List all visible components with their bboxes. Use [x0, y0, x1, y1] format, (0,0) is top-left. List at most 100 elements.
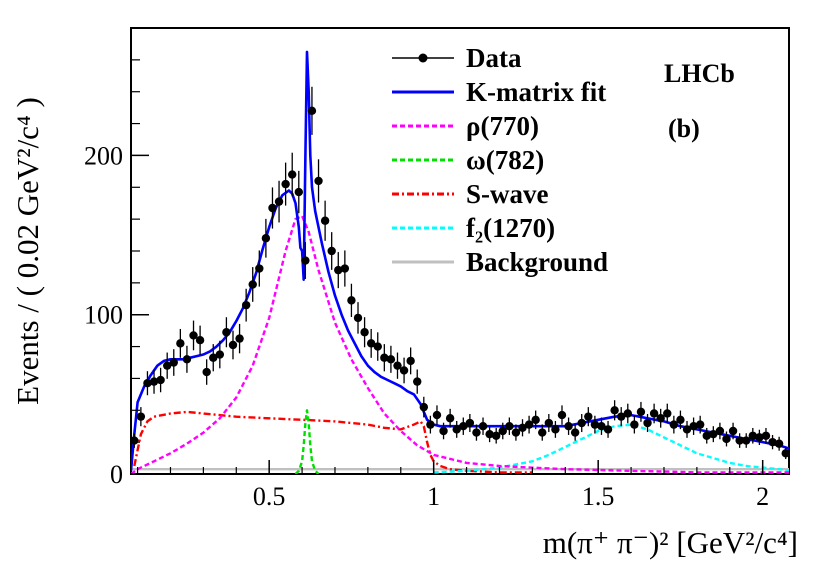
data-point: [307, 106, 317, 116]
x-tick-label: 1.5: [582, 482, 615, 511]
data-point: [689, 422, 698, 431]
legend-swatch-marker: [418, 53, 428, 63]
curves-layer: [131, 50, 789, 474]
data-point: [538, 428, 547, 437]
x-tick-label: 2: [756, 482, 769, 511]
annotation-experiment: LHCb: [664, 59, 735, 88]
y-axis-title: Events / ( 0.02 GeV²/c⁴ ): [10, 97, 45, 405]
data-point: [248, 280, 257, 289]
data-point: [656, 414, 665, 423]
data-point: [551, 425, 560, 434]
x-axis-title: m(π⁺ π⁻)² [GeV²/c⁴]: [543, 525, 798, 560]
data-point: [439, 426, 448, 436]
data-point: [610, 406, 619, 415]
data-point: [189, 331, 198, 340]
x-tick-label: 0.5: [253, 482, 286, 511]
data-point: [222, 328, 231, 337]
data-point: [314, 176, 323, 186]
data-point: [643, 418, 652, 428]
data-point: [676, 415, 685, 425]
data-point: [531, 415, 540, 425]
data-point: [162, 361, 172, 370]
data-point: [649, 409, 659, 418]
legend-label: ω(782): [466, 145, 544, 175]
data-point: [722, 434, 731, 444]
data-point: [742, 436, 751, 445]
data-point: [176, 339, 185, 348]
data-point: [228, 340, 238, 350]
y-tick-label: 100: [84, 301, 123, 330]
data-point: [353, 313, 363, 323]
data-point: [255, 264, 264, 273]
annotation-panel-label: (b): [668, 114, 700, 143]
data-point: [669, 420, 679, 429]
data-point: [360, 328, 369, 337]
data-point: [215, 350, 225, 359]
data-point: [781, 449, 789, 458]
series-line-s-wave: [133, 410, 533, 474]
data-point: [235, 334, 244, 343]
data-point: [366, 339, 376, 348]
data-point: [380, 353, 389, 362]
data-point: [695, 420, 705, 429]
data-point: [241, 300, 251, 310]
data-point: [149, 377, 159, 386]
data-point: [491, 431, 501, 440]
legend-label: S-wave: [466, 179, 549, 209]
series-line-770: [131, 214, 789, 474]
legend-label: K-matrix fit: [466, 77, 606, 107]
legend-label: Data: [466, 43, 522, 73]
data-point: [682, 425, 692, 434]
y-tick-label: 200: [84, 141, 123, 170]
data-point: [472, 428, 481, 437]
data-point: [590, 420, 600, 429]
axes-layer: 0.5 1 1.5 2 0 100 200: [84, 59, 769, 511]
data-point: [419, 402, 429, 412]
data-point: [195, 336, 205, 345]
data-point: [663, 409, 672, 418]
data-point: [281, 179, 290, 189]
data-point: [544, 418, 554, 428]
data-point: [131, 436, 139, 445]
data-point: [386, 355, 396, 364]
data-point: [406, 356, 415, 366]
legend-label: f₂(1270): [466, 213, 555, 243]
data-point: [636, 407, 646, 417]
data-point: [702, 431, 711, 440]
data-point: [570, 428, 580, 437]
data-point: [136, 412, 146, 421]
legend-item-770: ρ(770): [392, 111, 539, 141]
data-point: [511, 428, 521, 437]
data-point: [597, 422, 606, 431]
data-point: [630, 420, 639, 429]
data-point: [156, 375, 165, 385]
data-point: [261, 234, 271, 243]
data-point: [774, 439, 784, 448]
data-point: [393, 361, 402, 370]
data-point: [498, 426, 507, 436]
data-point: [432, 410, 442, 420]
data-point: [761, 431, 771, 440]
series-line-782: [294, 409, 320, 474]
data-point: [478, 422, 488, 431]
data-point: [728, 426, 738, 436]
data-point: [623, 409, 632, 418]
data-point: [288, 170, 297, 179]
data-point: [202, 367, 211, 377]
data-point: [268, 203, 277, 213]
data-point: [603, 425, 613, 434]
data-point: [301, 256, 310, 265]
data-point: [768, 437, 777, 447]
y-tick-label: 0: [110, 460, 123, 489]
legend-item-s-wave: S-wave: [392, 179, 549, 209]
data-point: [327, 246, 336, 256]
data-point: [524, 420, 534, 429]
x-tick-label: 1: [427, 482, 440, 511]
data-point: [334, 265, 343, 275]
data-point: [445, 414, 455, 423]
data-point: [373, 342, 382, 351]
data-point: [426, 420, 435, 429]
data-point: [709, 429, 718, 439]
data-point: [274, 197, 284, 206]
data-point: [294, 187, 303, 197]
